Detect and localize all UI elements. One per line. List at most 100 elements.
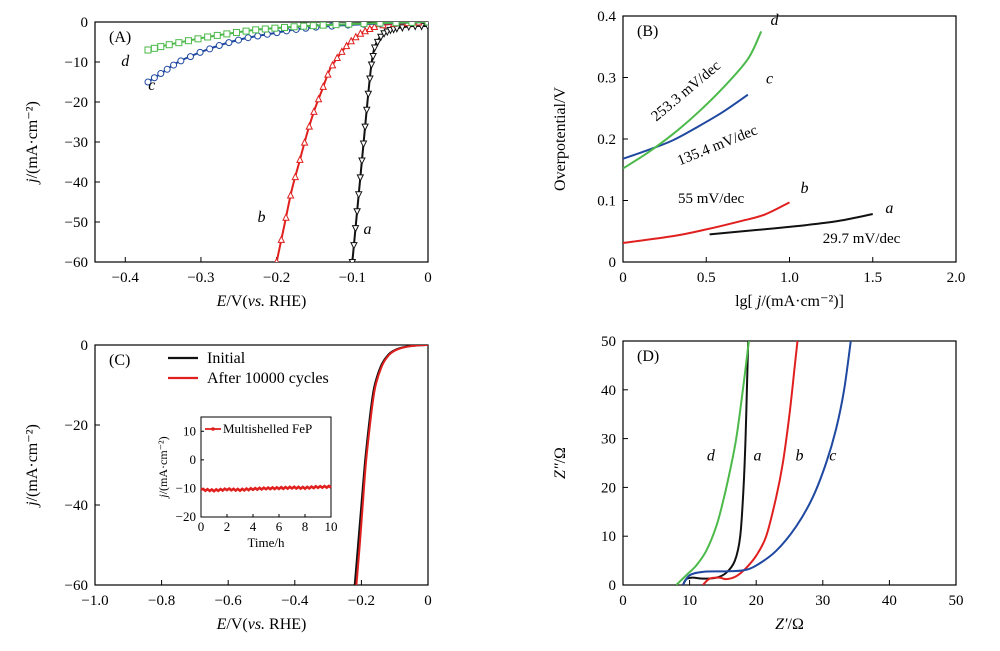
- data-point: [359, 140, 368, 149]
- data-point: [352, 32, 360, 41]
- slope-annotation: 135.4 mV/dec: [675, 122, 760, 169]
- x-tick-label: −0.4: [112, 270, 140, 286]
- inset-y-tick-label: 10: [183, 423, 196, 438]
- data-point: [213, 31, 221, 39]
- data-point: [373, 38, 382, 47]
- data-point: [144, 78, 152, 86]
- axis-label-unit: /(mA·cm⁻²): [156, 436, 170, 494]
- inset-x-tick-label: 0: [198, 519, 205, 534]
- inset-y-tick-label: −10: [176, 480, 196, 495]
- data-point: [324, 69, 332, 78]
- y-tick-label: 20: [601, 480, 616, 496]
- y-axis-label: Overpotential/V: [552, 87, 569, 191]
- data-point: [353, 208, 361, 216]
- axis-label-unit: /V(: [226, 616, 247, 633]
- inset-series-line: [200, 484, 332, 493]
- axis-label-unit: /Ω: [552, 447, 569, 463]
- y-tick-label: 40: [601, 383, 616, 399]
- curve-label: d: [121, 53, 130, 70]
- x-axis-label: E/V(vs. RHE): [216, 293, 307, 310]
- data-point: [274, 257, 279, 262]
- data-point: [296, 155, 304, 163]
- data-point: [286, 190, 295, 199]
- x-axis-label: Z′/Ω: [775, 616, 804, 633]
- inset-x-tick-label: 10: [325, 519, 338, 534]
- data-point: [277, 235, 286, 243]
- slope-annotation: 253.3 mV/dec: [649, 58, 725, 125]
- y-tick-label: −10: [65, 55, 88, 71]
- y-axis-label: Z″/Ω: [552, 447, 569, 479]
- series-group: [623, 30, 873, 244]
- data-point: [194, 35, 202, 43]
- inset-x-tick-label: 8: [302, 519, 309, 534]
- x-tick-label: 0: [424, 593, 432, 609]
- data-point: [362, 106, 371, 115]
- data-point: [319, 82, 328, 90]
- axis-label-pre: lg[: [735, 293, 757, 310]
- axis-label-vs: vs.: [248, 293, 265, 310]
- x-tick-label: −0.2: [263, 270, 290, 286]
- x-tick-label: 0: [619, 270, 627, 286]
- x-tick-label: −0.4: [281, 593, 309, 609]
- slope-annotation: 55 mV/dec: [678, 191, 745, 207]
- x-tick-label: −1.0: [81, 593, 108, 609]
- data-point: [150, 74, 158, 82]
- data-point: [364, 90, 373, 99]
- axis-label-sym: j: [156, 494, 170, 500]
- axis-label-sym: E: [216, 616, 227, 633]
- data-point: [235, 36, 243, 44]
- data-point: [244, 34, 252, 42]
- curve-label: a: [363, 221, 371, 238]
- axis-label-sym: E: [216, 293, 227, 310]
- data-point: [398, 24, 407, 33]
- data-point: [215, 42, 223, 50]
- data-point: [347, 36, 355, 45]
- series-line-d: [623, 30, 763, 170]
- data-point: [424, 22, 428, 26]
- data-point: [271, 24, 279, 32]
- x-tick-label: −0.3: [187, 270, 214, 286]
- data-point: [350, 242, 358, 250]
- data-point: [175, 39, 183, 47]
- data-point: [280, 23, 288, 31]
- y-tick-label: 0.2: [597, 132, 616, 148]
- inset-frame: [200, 416, 332, 518]
- data-point: [354, 191, 363, 199]
- series-line-a: [709, 213, 873, 236]
- inset-y-tick-label: 0: [190, 452, 197, 467]
- axis-label-sym: j: [24, 501, 41, 508]
- data-point: [300, 137, 309, 146]
- axis-label-unit: /(mA·cm⁻²)]: [761, 293, 844, 310]
- y-tick-label: −30: [65, 135, 88, 151]
- curve-label: b: [800, 180, 808, 197]
- panel-label: (C): [109, 352, 130, 369]
- curve-label: b: [258, 209, 266, 226]
- inset-x-tick-label: 4: [250, 519, 257, 534]
- y-tick-label: 0.1: [597, 194, 616, 210]
- axis-label-unit: /V(: [226, 293, 247, 310]
- x-tick-label: 30: [815, 593, 830, 609]
- series-group: [144, 22, 428, 262]
- data-point: [305, 121, 314, 130]
- x-tick-label: 1.0: [780, 270, 799, 286]
- inset-legend-marker: [211, 427, 215, 431]
- y-axis-label: j/(mA·cm⁻²): [24, 424, 41, 508]
- series-line-c: [682, 341, 852, 585]
- curve-label: a: [885, 200, 893, 217]
- data-point: [157, 43, 165, 51]
- data-point: [342, 41, 351, 50]
- plot-frame: [94, 344, 429, 586]
- x-axis-label: lg[ j/(mA·cm⁻²)]: [735, 293, 844, 310]
- curve-label: d: [771, 12, 780, 29]
- inset-x-axis-label: Time/h: [247, 535, 285, 550]
- curve-label: c: [829, 448, 836, 465]
- x-tick-label: −0.8: [148, 593, 175, 609]
- data-point: [204, 33, 212, 41]
- data-point: [333, 53, 341, 61]
- data-point: [309, 22, 317, 30]
- legend-label: After 10000 cycles: [207, 370, 329, 387]
- data-point: [314, 94, 323, 103]
- curve-label: c: [148, 77, 155, 94]
